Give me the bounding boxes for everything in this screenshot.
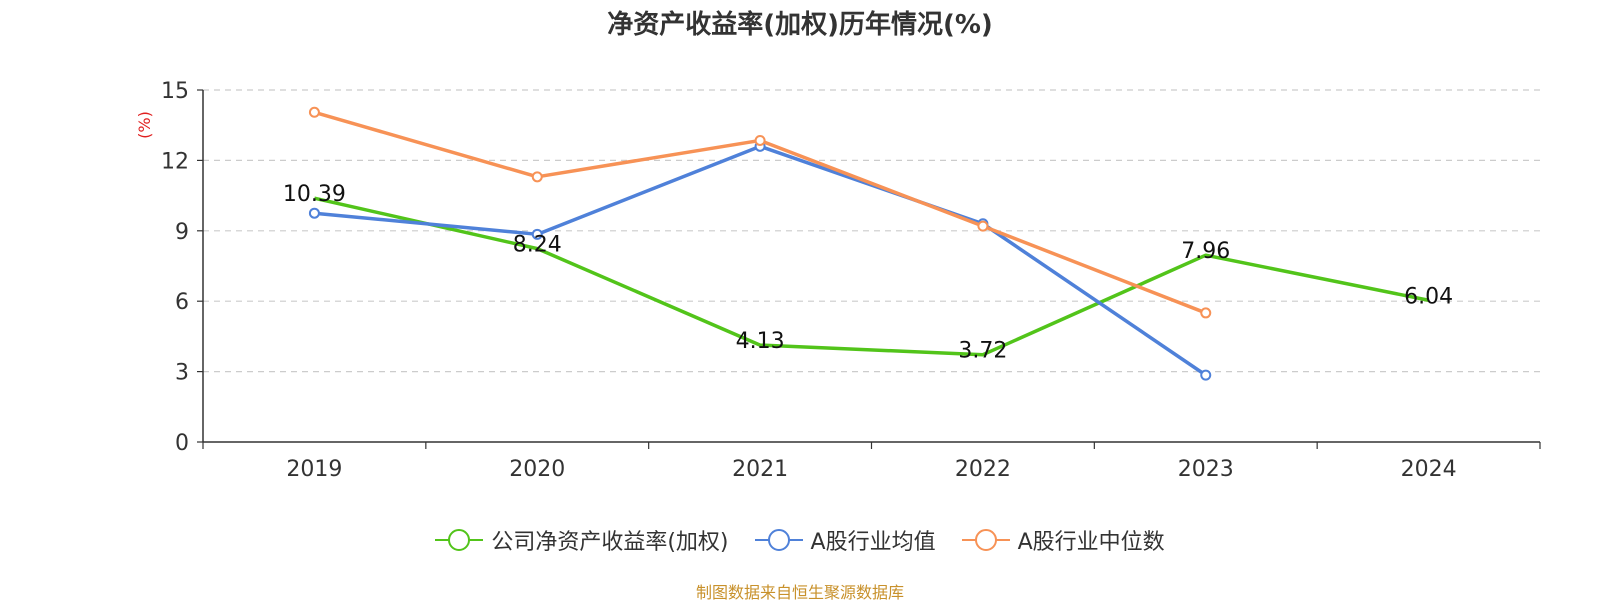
y-tick-label: 9 — [175, 220, 189, 245]
series-layer — [308, 106, 1429, 381]
data-label: 4.13 — [736, 329, 785, 354]
series-point-1 — [531, 228, 543, 240]
data-label: 6.04 — [1404, 284, 1453, 309]
legend-swatch-industry-avg — [754, 528, 803, 552]
source-note: 制图数据来自恒生聚源数据库 — [695, 583, 904, 602]
data-label: 7.96 — [1181, 239, 1230, 264]
legend-item-company[interactable]: 公司净资产收益率(加权) — [435, 524, 729, 556]
y-tick-label: 15 — [161, 79, 189, 104]
x-tick-label: 2019 — [286, 457, 342, 482]
data-labels: 10.39 8.24 4.13 3.72 7.96 6.04 — [283, 182, 1453, 364]
chart-title: 净资产收益率(加权)历年情况(%) — [607, 10, 993, 40]
x-tick-label: 2023 — [1178, 457, 1234, 482]
series-point-2 — [1200, 307, 1212, 319]
y-axis-label: (%) — [135, 111, 154, 139]
series-point-1 — [308, 207, 320, 219]
y-tick-label: 0 — [175, 431, 189, 456]
legend-swatch-industry-median — [961, 528, 1010, 552]
series-line-0 — [314, 196, 1429, 357]
legend-item-industry-median[interactable]: A股行业中位数 — [961, 524, 1165, 556]
line-chart: 0 3 6 9 12 15 (%) 2019 2020 2021 2022 2023 2024 10.3… — [135, 79, 1541, 482]
series-point-2 — [977, 220, 989, 232]
x-tick-label: 2022 — [955, 457, 1011, 482]
legend-label-company: 公司净资产收益率(加权) — [491, 530, 729, 555]
series-point-2 — [308, 106, 320, 118]
y-tick-label: 12 — [161, 149, 189, 174]
x-tick-label: 2020 — [509, 457, 565, 482]
data-label: 8.24 — [513, 233, 562, 258]
grid-lines — [203, 89, 1540, 373]
series-point-2 — [531, 171, 543, 183]
y-tick-label: 3 — [175, 361, 189, 386]
series-point-2 — [754, 134, 766, 146]
axes: 0 3 6 9 12 15 (%) 2019 2020 2021 2022 2023 2024 — [135, 79, 1541, 482]
legend-label-industry-avg: A股行业均值 — [810, 530, 936, 555]
x-tick-label: 2021 — [732, 457, 788, 482]
data-label: 10.39 — [283, 182, 346, 207]
series-point-1 — [1200, 369, 1212, 381]
y-tick-label: 6 — [175, 290, 189, 315]
legend: 公司净资产收益率(加权) A股行业均值 A股行业中位数 — [0, 524, 1600, 556]
x-tick-label: 2024 — [1401, 457, 1457, 482]
legend-label-industry-median: A股行业中位数 — [1017, 530, 1165, 555]
legend-swatch-company — [435, 528, 484, 552]
legend-item-industry-avg[interactable]: A股行业均值 — [754, 524, 936, 556]
data-label: 3.72 — [958, 339, 1007, 364]
